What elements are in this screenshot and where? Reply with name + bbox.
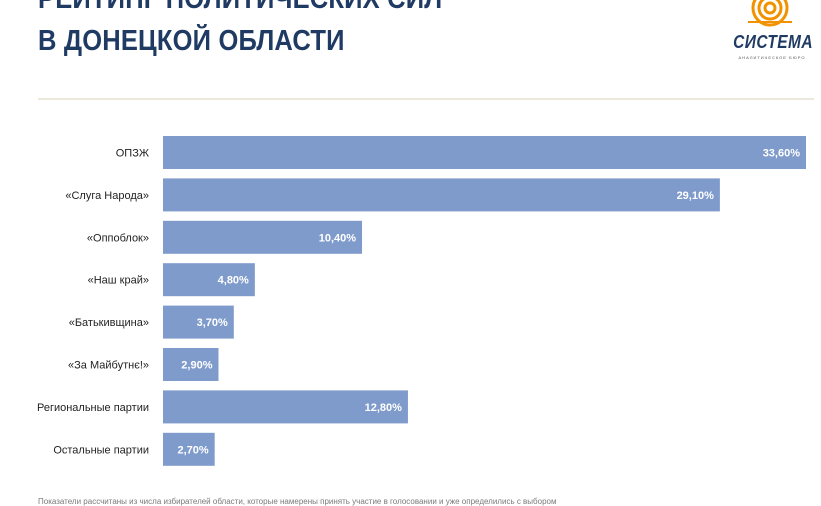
bar [163, 263, 255, 297]
bar [163, 348, 219, 381]
title-line-2: В ДОНЕЦКОЙ ОБЛАСТИ [38, 25, 345, 57]
data-label: 12,80% [365, 402, 403, 414]
page-title: РЕЙТИНГ ПОЛИТИЧЕСКИХ СИЛ В ДОНЕЦКОЙ ОБЛА… [38, 0, 442, 62]
category-label: «Батькивщина» [69, 317, 149, 329]
category-label: «Оппоблок» [87, 232, 149, 244]
bar [163, 305, 234, 339]
category-label: ОПЗЖ [116, 148, 149, 160]
title-line-1: РЕЙТИНГ ПОЛИТИЧЕСКИХ СИЛ [38, 0, 442, 20]
header-divider [38, 98, 814, 100]
category-label: Региональные партии [37, 402, 149, 414]
bar [163, 432, 215, 466]
logo-subtitle: АНАЛИТИЧЕСКОЕ БЮРО [738, 55, 806, 60]
logo-name: СИСТЕМА [733, 32, 813, 52]
data-label: 29,10% [677, 190, 715, 202]
data-label: 3,70% [197, 317, 228, 329]
sun-rings-icon [748, 0, 792, 27]
bar [163, 178, 720, 212]
bar [163, 136, 806, 169]
data-label: 2,90% [181, 360, 212, 372]
category-label: «За Майбутнє!» [68, 360, 149, 372]
bar [163, 220, 363, 254]
category-label: «Слуга Народа» [65, 190, 149, 202]
data-label: 2,70% [177, 444, 208, 456]
data-label: 33,60% [763, 148, 801, 160]
category-label: «Наш край» [88, 275, 149, 287]
data-label: 10,40% [319, 232, 357, 244]
footnote: Показатели рассчитаны из числа избирател… [38, 497, 557, 506]
category-label: Остальные партии [53, 444, 149, 456]
data-label: 4,80% [218, 275, 249, 287]
bar [163, 390, 408, 424]
